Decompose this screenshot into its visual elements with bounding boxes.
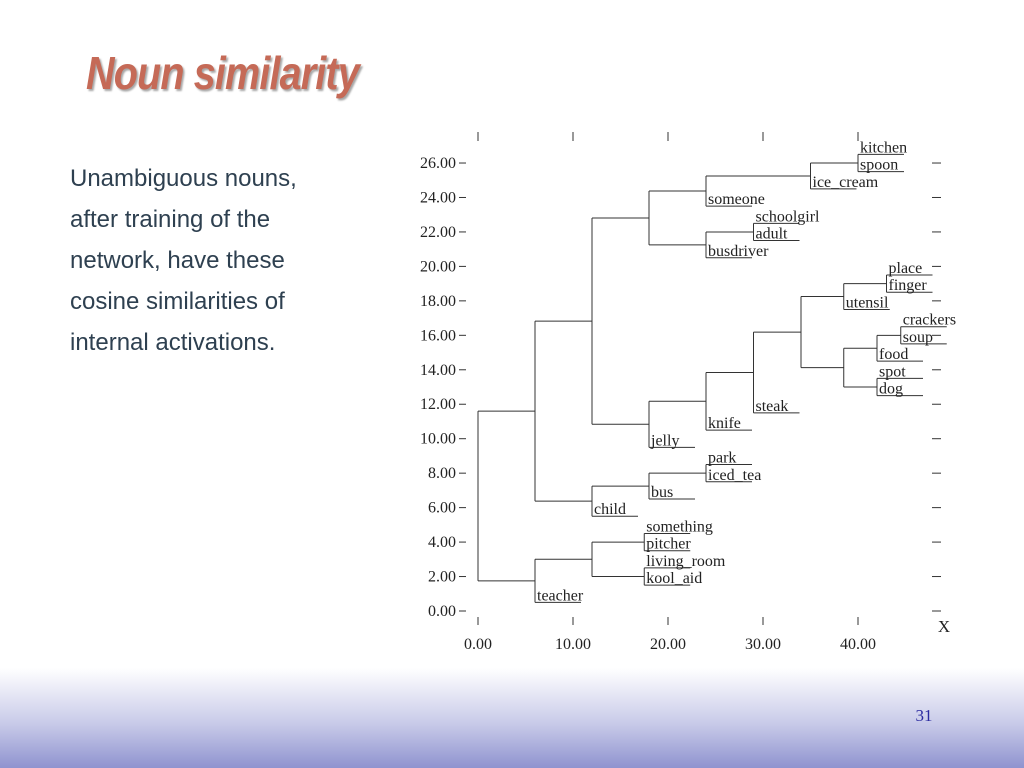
body-line: cosine similarities of <box>70 288 285 315</box>
labels-layer: kitchenspoonice_creamsomeoneschoolgirlad… <box>537 139 956 604</box>
leaf-label-jelly: jelly <box>650 432 679 449</box>
y-tick-label: 8.00 <box>428 465 456 482</box>
tree-layer <box>477 153 947 603</box>
body-text: Unambiguous nouns, after training of the… <box>70 158 370 363</box>
y-tick-label: 0.00 <box>428 603 456 620</box>
y-tick-label: 12.00 <box>420 396 456 413</box>
y-tick-label: 4.00 <box>428 534 456 551</box>
leaf-label-finger: finger <box>889 277 928 294</box>
leaf-label-spoon: spoon <box>860 157 898 174</box>
x-tick-label: 30.00 <box>745 636 781 653</box>
leaf-label-child: child <box>594 501 626 518</box>
y-tick-label: 14.00 <box>420 362 456 379</box>
y-tick-label: 10.00 <box>420 431 456 448</box>
leaf-label-bus: bus <box>651 484 673 501</box>
y-tick-label: 2.00 <box>428 569 456 586</box>
x-tick-label: 20.00 <box>650 636 686 653</box>
y-tick-label: 16.00 <box>420 327 456 344</box>
x-axis-extra-label: X <box>938 617 950 636</box>
body-line: network, have these <box>70 247 285 274</box>
leaf-label-schoolgirl: schoolgirl <box>756 208 821 225</box>
leaf-label-soup: soup <box>903 329 933 346</box>
y-tick-label: 18.00 <box>420 293 456 310</box>
leaf-label-park: park <box>708 450 736 467</box>
leaf-label-steak: steak <box>756 398 789 415</box>
leaf-label-adult: adult <box>756 226 789 243</box>
x-tick-label: 10.00 <box>555 636 591 653</box>
leaf-label-iced-tea: iced_tea <box>708 467 761 484</box>
leaf-label-busdriver: busdriver <box>708 243 769 260</box>
footer-gradient-band <box>0 668 1024 768</box>
page-number: 31 <box>915 706 933 725</box>
leaf-label-living-room: living_room <box>646 553 726 570</box>
leaf-label-crackers: crackers <box>903 312 956 329</box>
body-line: after training of the <box>70 206 271 233</box>
y-tick-label: 20.00 <box>420 258 456 275</box>
y-tick-label: 6.00 <box>428 500 456 517</box>
axes-layer: 0.00 2.00 4.00 6.00 8.00 10.00 12.00 14.00 16.00… <box>420 132 941 653</box>
leaf-label-someone: someone <box>708 191 765 208</box>
leaf-label-kool-aid: kool_aid <box>646 570 702 587</box>
leaf-label-ice-cream: ice_cream <box>813 174 879 191</box>
leaf-label-spot: spot <box>879 363 906 380</box>
body-line: internal activations. <box>70 329 276 356</box>
body-line: Unambiguous nouns, <box>70 165 297 192</box>
leaf-label-pitcher: pitcher <box>646 536 691 553</box>
y-tick-label: 24.00 <box>420 189 456 206</box>
y-tick-label: 26.00 <box>420 155 456 172</box>
x-tick-label: 0.00 <box>464 636 492 653</box>
leaf-label-dog: dog <box>879 381 903 398</box>
leaf-label-kitchen: kitchen <box>860 139 907 156</box>
x-tick-label: 40.00 <box>840 636 876 653</box>
leaf-label-food: food <box>879 346 908 363</box>
leaf-label-knife: knife <box>708 415 741 432</box>
leaf-label-teacher: teacher <box>537 587 584 604</box>
leaf-label-place: place <box>889 260 923 277</box>
leaf-label-something: something <box>646 518 713 535</box>
y-tick-label: 22.00 <box>420 224 456 241</box>
slide-title: Noun similarity <box>86 47 360 99</box>
leaf-label-utensil: utensil <box>846 294 889 311</box>
